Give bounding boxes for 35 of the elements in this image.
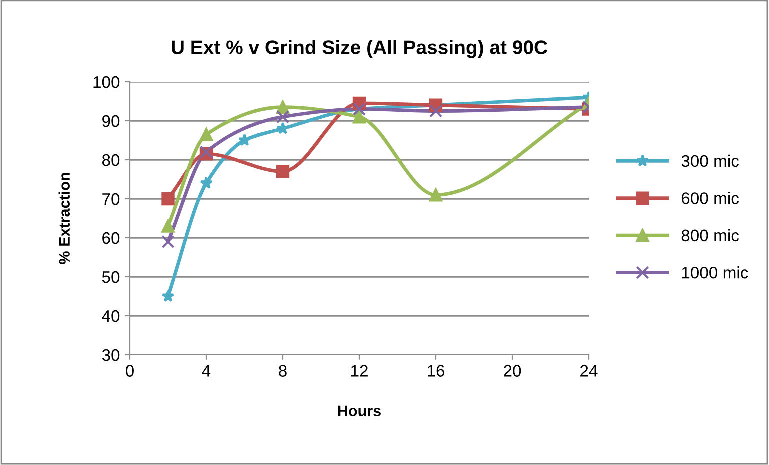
legend-label: 300 mic (682, 154, 740, 168)
y-tick-label: 80 (102, 154, 120, 166)
y-axis-title: % Extraction (58, 173, 70, 264)
point (352, 110, 366, 124)
x-tick-label: 12 (352, 365, 368, 377)
y-tick-label: 50 (102, 271, 120, 284)
point (276, 165, 290, 178)
y-tick-label: 60 (102, 232, 120, 244)
point (162, 235, 175, 248)
x-tick-label: 16 (428, 365, 445, 377)
x-tick-label: 4 (202, 365, 211, 377)
point (276, 110, 290, 124)
legend-label: 1000 mic (682, 266, 748, 279)
x-tick-label: 8 (279, 365, 287, 377)
point (200, 128, 214, 142)
point (162, 192, 175, 206)
legend-label: 600 mic (682, 192, 740, 204)
point (429, 188, 443, 202)
y-tick-label: 30 (102, 349, 120, 362)
chart-title: U Ext % v Grind Size (All Passing) at 90C (172, 40, 548, 58)
x-axis-title: Hours (338, 406, 381, 416)
point (162, 220, 175, 233)
y-tick-label: 70 (102, 193, 120, 206)
x-tick-label: 0 (126, 365, 134, 377)
legend-label: 800 mic (682, 229, 740, 242)
point (429, 104, 443, 118)
y-tick-label: 40 (102, 310, 120, 322)
x-tick-label: 20 (504, 365, 522, 377)
point (276, 100, 290, 114)
point (162, 290, 175, 302)
point (238, 134, 252, 146)
y-tick-label: 100 (94, 76, 120, 88)
point (200, 176, 213, 189)
x-tick-label: 24 (580, 365, 598, 377)
y-tick-label: 90 (102, 115, 120, 128)
